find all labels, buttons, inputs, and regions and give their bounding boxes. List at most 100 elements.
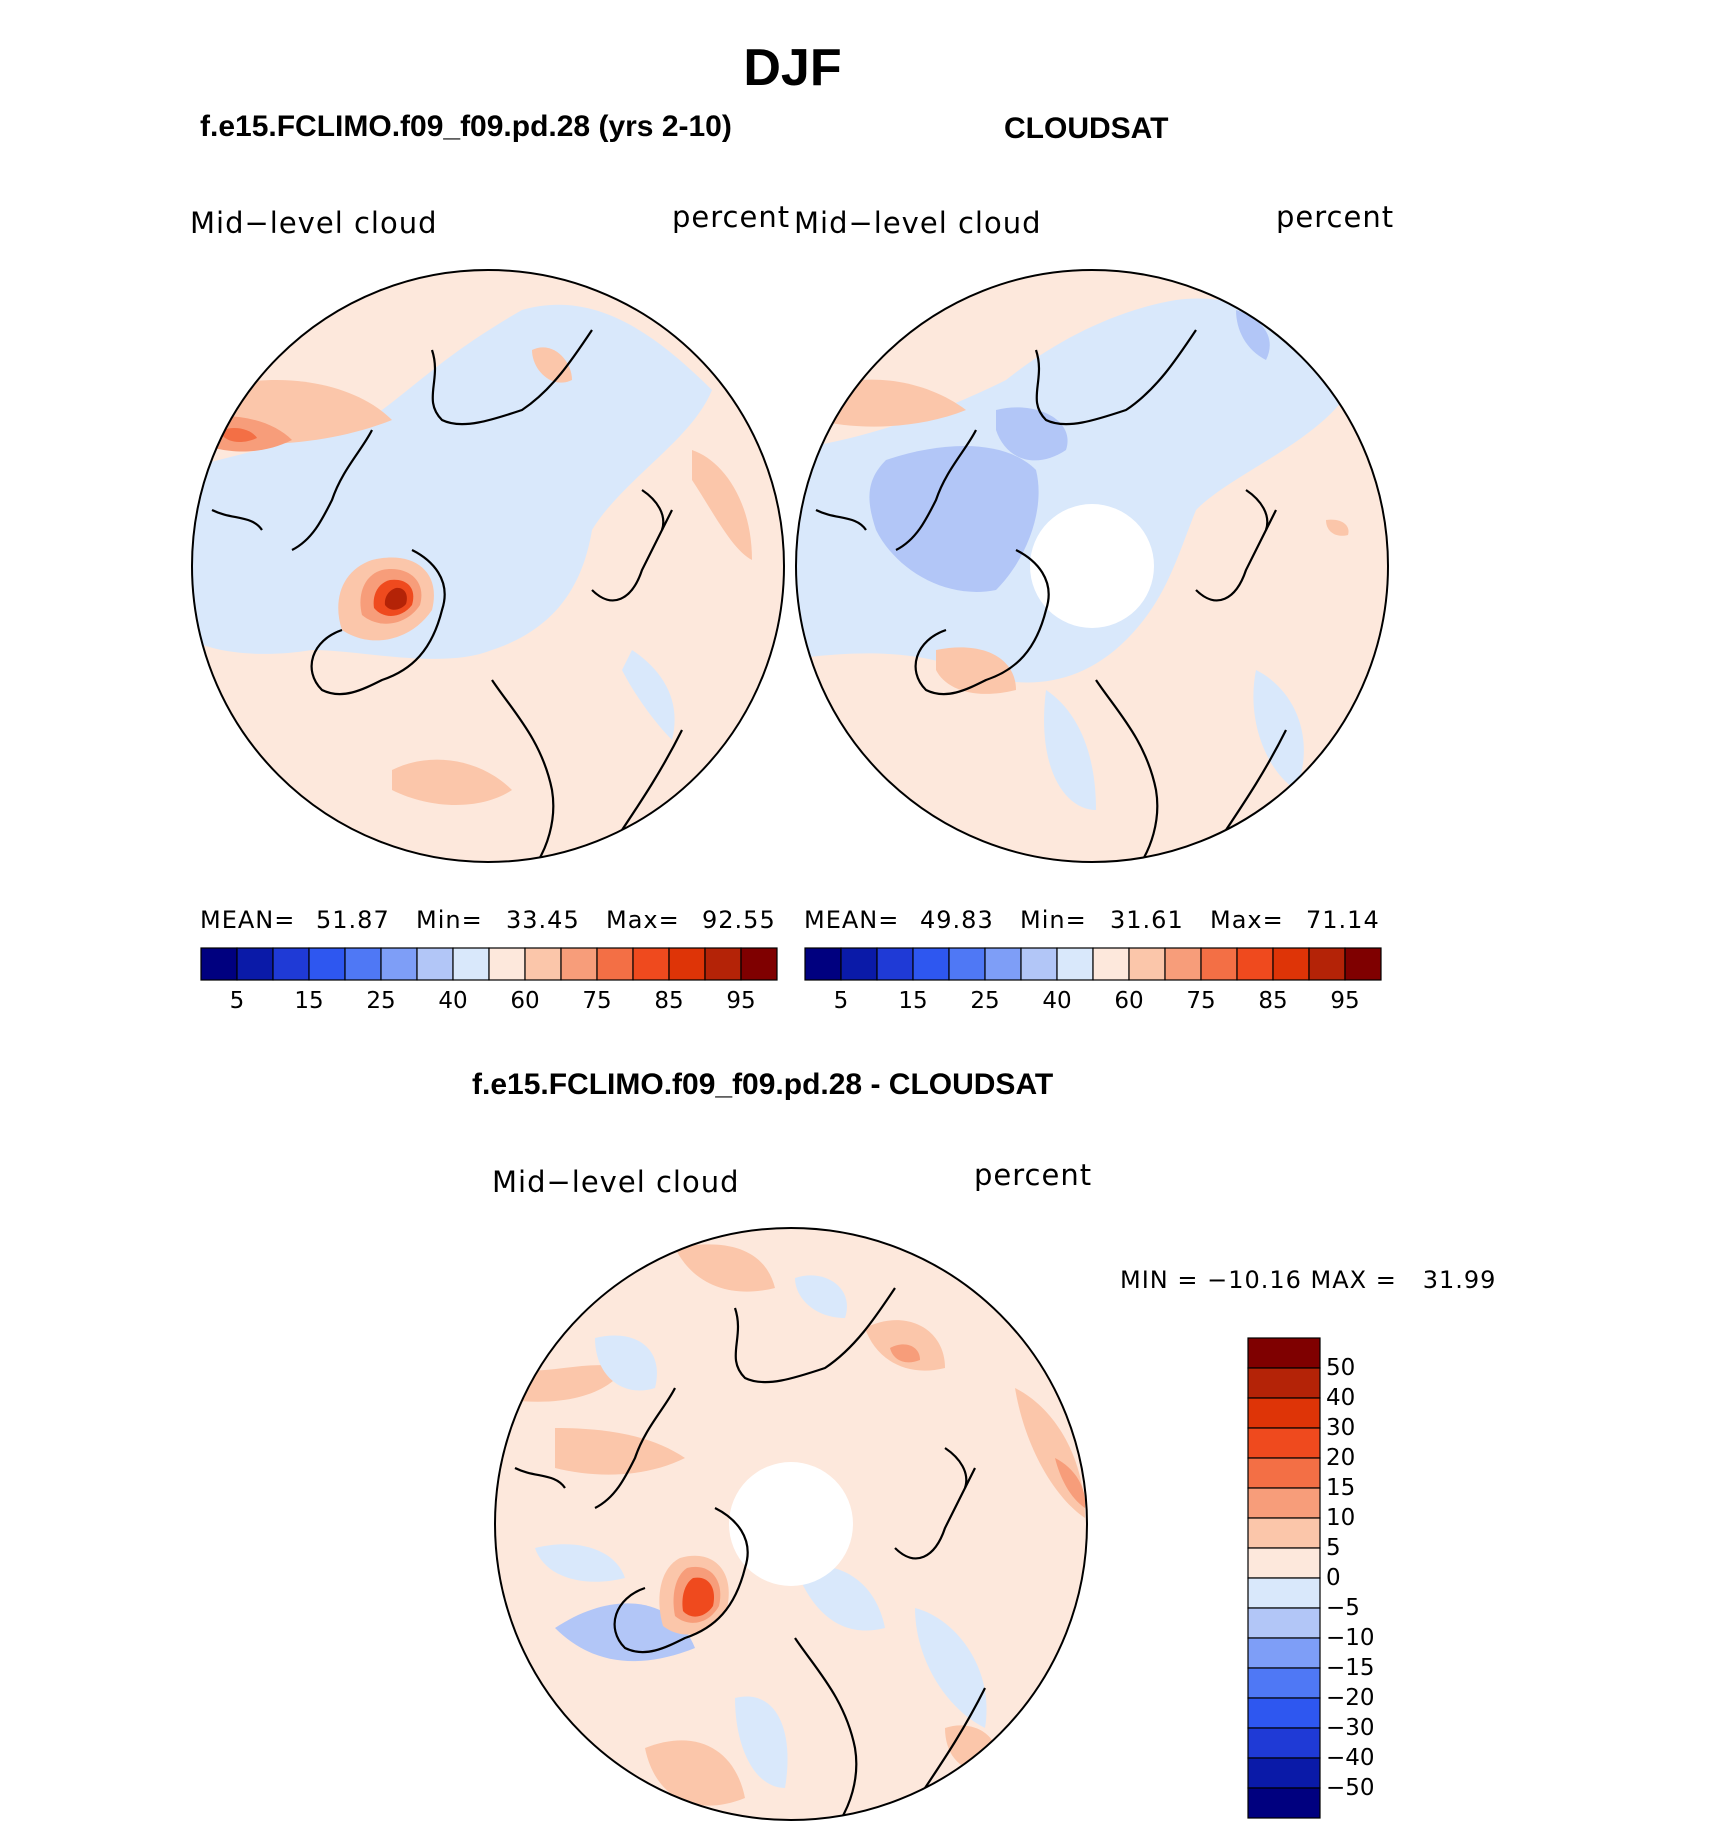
panel2-colorbar-cell bbox=[1092, 947, 1130, 981]
panel2-variable-label: Mid−level cloud bbox=[794, 206, 1042, 240]
panel2-colorbar-cell bbox=[1272, 947, 1310, 981]
panel3-colorbar-tick-label: −10 bbox=[1326, 1625, 1375, 1651]
panel2-colorbar-tick-label: 60 bbox=[1114, 988, 1144, 1014]
figure-title: DJF bbox=[743, 39, 842, 97]
panel1-colorbar-tick-label: 85 bbox=[654, 988, 684, 1014]
panel3-colorbar-cell bbox=[1247, 1787, 1321, 1819]
panel3-colorbar-cell bbox=[1247, 1457, 1321, 1489]
panel3-colorbar-tick-label: −30 bbox=[1326, 1715, 1375, 1741]
panel2-colorbar-cell bbox=[840, 947, 878, 981]
panel2-min-value: 31.61 bbox=[1110, 906, 1184, 934]
panel2-colorbar-tick-label: 85 bbox=[1258, 988, 1288, 1014]
panel2-title: CLOUDSAT bbox=[1004, 112, 1169, 145]
panel3-colorbar-tick-label: 15 bbox=[1326, 1475, 1356, 1501]
panel1-colorbar-tick-label: 75 bbox=[582, 988, 612, 1014]
panel1-colorbar-cell bbox=[236, 947, 274, 981]
panel2-colorbar-cell bbox=[1164, 947, 1202, 981]
panel3-colorbar bbox=[1247, 1337, 1321, 1819]
panel2-min-label: Min= bbox=[1020, 906, 1087, 934]
panel1-max-value: 92.55 bbox=[702, 906, 776, 934]
panel2-colorbar-cell bbox=[1308, 947, 1346, 981]
panel3-colorbar-cell bbox=[1247, 1577, 1321, 1609]
panel1-min-label: Min= bbox=[416, 906, 483, 934]
panel1-variable-label: Mid−level cloud bbox=[190, 206, 438, 240]
panel1-polar-map bbox=[191, 269, 785, 863]
panel1-min-value: 33.45 bbox=[506, 906, 580, 934]
panel1-max-label: Max= bbox=[606, 906, 680, 934]
panel3-colorbar-tick-label: 0 bbox=[1326, 1565, 1341, 1591]
panel3-colorbar-cell bbox=[1247, 1607, 1321, 1639]
panel3-colorbar-tick-label: −50 bbox=[1326, 1775, 1375, 1801]
panel3-colorbar-tick-label: 5 bbox=[1326, 1535, 1341, 1561]
panel3-colorbar-cell bbox=[1247, 1337, 1321, 1369]
panel1-colorbar-cell bbox=[560, 947, 598, 981]
panel2-colorbar-ticks: 5 15 25 40 60 75 85 95 bbox=[805, 988, 1381, 1018]
panel3-colorbar-tick-label: −40 bbox=[1326, 1745, 1375, 1771]
panel1-title: f.e15.FCLIMO.f09_f09.pd.28 (yrs 2-10) bbox=[200, 110, 732, 143]
panel3-colorbar-cell bbox=[1247, 1487, 1321, 1519]
panel3-colorbar-cell bbox=[1247, 1397, 1321, 1429]
panel3-variable-label: Mid−level cloud bbox=[492, 1165, 740, 1199]
panel2-colorbar-cell bbox=[1200, 947, 1238, 981]
panel2-colorbar-cell bbox=[1056, 947, 1094, 981]
panel2-max-label: Max= bbox=[1210, 906, 1284, 934]
panel3-colorbar-cell bbox=[1247, 1697, 1321, 1729]
panel2-colorbar-cell bbox=[1128, 947, 1166, 981]
panel1-colorbar-cell bbox=[596, 947, 634, 981]
panel1-units-label: percent bbox=[672, 200, 791, 234]
panel1-colorbar-tick-label: 15 bbox=[294, 988, 324, 1014]
panel2-polar-map bbox=[795, 269, 1389, 863]
panel2-mean-value: 49.83 bbox=[920, 906, 994, 934]
panel3-title: f.e15.FCLIMO.f09_f09.pd.28 - CLOUDSAT bbox=[472, 1068, 1054, 1101]
panel1-colorbar-cell bbox=[452, 947, 490, 981]
panel1-colorbar-cell bbox=[380, 947, 418, 981]
panel3-colorbar-tick-label: 20 bbox=[1326, 1445, 1356, 1471]
panel1-colorbar-tick-label: 5 bbox=[229, 988, 245, 1014]
panel2-colorbar-tick-label: 25 bbox=[970, 988, 1000, 1014]
panel1-colorbar-cell bbox=[632, 947, 670, 981]
panel2-colorbar-cell bbox=[1236, 947, 1274, 981]
panel1-colorbar bbox=[200, 947, 778, 981]
panel3-minmax: MIN = −10.16 MAX = 31.99 bbox=[1120, 1266, 1497, 1294]
panel2-colorbar-tick-label: 5 bbox=[833, 988, 849, 1014]
panel1-mean-label: MEAN= bbox=[200, 906, 296, 934]
panel2-mean-label: MEAN= bbox=[804, 906, 900, 934]
panel3-polar-map bbox=[494, 1227, 1088, 1821]
panel2-max-value: 71.14 bbox=[1306, 906, 1380, 934]
panel2-units-label: percent bbox=[1276, 200, 1395, 234]
panel3-colorbar-cell bbox=[1247, 1637, 1321, 1669]
panel2-colorbar-tick-label: 15 bbox=[898, 988, 928, 1014]
panel3-colorbar-cell bbox=[1247, 1517, 1321, 1549]
panel1-mean-value: 51.87 bbox=[316, 906, 390, 934]
panel1-colorbar-cell bbox=[308, 947, 346, 981]
panel2-colorbar-cell bbox=[1020, 947, 1058, 981]
panel3-colorbar-tick-label: 50 bbox=[1326, 1355, 1356, 1381]
panel1-colorbar-tick-label: 40 bbox=[438, 988, 468, 1014]
panel1-colorbar-ticks: 5 15 25 40 60 75 85 95 bbox=[201, 988, 777, 1018]
panel1-colorbar-cell bbox=[272, 947, 310, 981]
panel3-colorbar-tick-label: −20 bbox=[1326, 1685, 1375, 1711]
panel1-colorbar-cell bbox=[200, 947, 238, 981]
panel3-colorbar-cell bbox=[1247, 1757, 1321, 1789]
panel2-colorbar-cell bbox=[948, 947, 986, 981]
panel1-colorbar-cell bbox=[344, 947, 382, 981]
panel2-colorbar-cell bbox=[876, 947, 914, 981]
panel3-colorbar-cell bbox=[1247, 1727, 1321, 1759]
panel2-colorbar-cell bbox=[912, 947, 950, 981]
panel3-colorbar-ticks: 50 40 30 20 15 10 5 0 −5 −10 −15 −20 −30 −40 −50 bbox=[1326, 1338, 1406, 1818]
panel2-colorbar-tick-label: 95 bbox=[1330, 988, 1360, 1014]
panel2-colorbar-tick-label: 40 bbox=[1042, 988, 1072, 1014]
panel3-colorbar-cell bbox=[1247, 1667, 1321, 1699]
panel3-colorbar-tick-label: −15 bbox=[1326, 1655, 1375, 1681]
panel3-colorbar-tick-label: 40 bbox=[1326, 1385, 1356, 1411]
panel2-colorbar-cell bbox=[984, 947, 1022, 981]
panel2-colorbar-cell bbox=[1344, 947, 1382, 981]
panel2-colorbar bbox=[804, 947, 1382, 981]
panel1-colorbar-tick-label: 60 bbox=[510, 988, 540, 1014]
panel1-colorbar-cell bbox=[488, 947, 526, 981]
panel1-colorbar-tick-label: 25 bbox=[366, 988, 396, 1014]
panel3-colorbar-tick-label: 30 bbox=[1326, 1415, 1356, 1441]
panel2-colorbar-tick-label: 75 bbox=[1186, 988, 1216, 1014]
panel3-colorbar-cell bbox=[1247, 1367, 1321, 1399]
panel3-units-label: percent bbox=[974, 1158, 1093, 1192]
